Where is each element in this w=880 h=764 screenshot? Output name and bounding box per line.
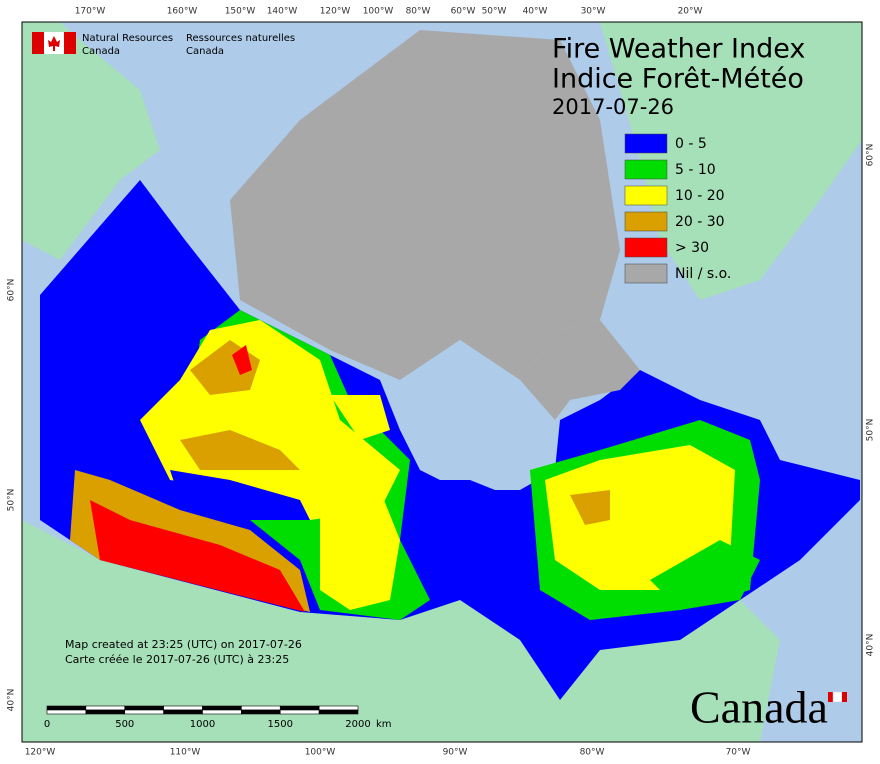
fire-zones — [40, 180, 860, 700]
legend-label: Nil / s.o. — [675, 266, 731, 282]
agency-fr: Canada — [186, 46, 224, 57]
agency-en: Natural Resources — [82, 33, 173, 44]
longitude-label: 150°W — [225, 7, 256, 17]
legend-swatch — [624, 159, 668, 180]
scale-segment — [46, 709, 87, 715]
fire-zone — [790, 480, 850, 520]
scale-segment — [241, 709, 281, 715]
scale-segment — [279, 705, 320, 711]
latitude-label: 40°N — [866, 634, 876, 657]
longitude-label: 100°W — [363, 7, 394, 17]
credit: Map created at 23:25 (UTC) on 2017-07-26 — [65, 638, 302, 651]
agency-fr: Ressources naturelles — [186, 33, 295, 44]
legend-label: 20 - 30 — [675, 214, 725, 230]
latitude-label: 50°N — [7, 489, 17, 512]
scale-label: 0 — [44, 719, 50, 730]
legend-label: 0 - 5 — [675, 136, 707, 152]
scale-label: 1500 — [268, 719, 293, 730]
flag-bar — [828, 692, 833, 702]
fire-zone — [570, 490, 610, 525]
legend-swatch — [624, 211, 668, 232]
scale-segment — [241, 705, 281, 711]
legend-label: 5 - 10 — [675, 162, 716, 178]
map-frame — [21, 21, 863, 743]
latitude-label: 60°N — [7, 279, 17, 302]
scale-segment — [85, 709, 126, 715]
scale-segment — [318, 709, 359, 715]
baffin-island — [520, 320, 640, 420]
scale-segment — [124, 705, 164, 711]
flag-bar — [64, 32, 76, 54]
hudson-bay — [400, 340, 545, 480]
latitude-label: 60°N — [866, 144, 876, 167]
longitude-label: 170°W — [75, 7, 106, 17]
legend-swatch — [624, 237, 668, 258]
scale-segment — [202, 705, 242, 711]
credit: Carte créée le 2017-07-26 (UTC) à 23:25 — [65, 653, 289, 666]
longitude-label: 110°W — [170, 748, 201, 758]
scale-segment — [318, 705, 359, 711]
longitude-label: 60°W — [451, 7, 476, 17]
flag-bar — [842, 692, 847, 702]
scale-segment — [202, 709, 242, 715]
fire-zone — [545, 445, 735, 590]
united-states — [22, 520, 780, 742]
fire-zone — [232, 345, 252, 375]
scale-label: 2000 — [345, 719, 370, 730]
longitude-label: 140°W — [267, 7, 298, 17]
title-fr: Indice Forêt-Météo — [552, 64, 804, 95]
longitude-label: 30°W — [581, 7, 606, 17]
scale-bar: 0 500 1000 1500 2000 km — [44, 705, 392, 730]
fire-zone — [320, 490, 400, 610]
longitude-label: 70°W — [726, 748, 751, 758]
legend-swatch — [624, 263, 668, 284]
maple-leaf — [48, 36, 60, 51]
scale-segment — [279, 709, 320, 715]
scale-segment — [46, 705, 87, 711]
fire-zone — [330, 395, 390, 440]
fire-zone — [410, 480, 520, 600]
wordmark: Canada — [690, 682, 847, 733]
map-date: 2017-07-26 — [552, 95, 674, 119]
legend: 0 - 5 5 - 10 10 - 20 20 - 30 > 30 Nil / s.o. — [624, 133, 731, 284]
longitude-label: 80°W — [406, 7, 431, 17]
alaska — [22, 22, 160, 260]
longitude-label: 160°W — [167, 7, 198, 17]
scale-label: 500 — [115, 719, 134, 730]
legend-label: 10 - 20 — [675, 188, 725, 204]
canada-wordmark: Canada — [690, 682, 828, 733]
scale-segment — [163, 709, 203, 715]
scale-segment — [163, 705, 203, 711]
longitude-label: 100°W — [305, 748, 336, 758]
legend-label: > 30 — [675, 240, 709, 256]
legend-swatch — [624, 133, 668, 154]
title-en: Fire Weather Index — [552, 34, 805, 65]
agency-en: Canada — [82, 46, 120, 57]
flag-field — [832, 691, 843, 703]
fire-zone — [180, 430, 300, 470]
latitude-label: 40°N — [7, 689, 17, 712]
latitude-label: 50°N — [866, 419, 876, 442]
longitude-label: 40°W — [523, 7, 548, 17]
scale-segment — [85, 705, 126, 711]
coordinates: 170°W 160°W 150°W 140°W 120°W 100°W 80°W 60°W 50… — [7, 7, 876, 758]
longitude-label: 90°W — [443, 748, 468, 758]
fire-zone — [170, 470, 310, 520]
fire-zone — [90, 500, 305, 612]
scale-segment — [124, 709, 164, 715]
longitude-label: 50°W — [482, 7, 507, 17]
longitude-label: 80°W — [580, 748, 605, 758]
arctic-islands — [230, 30, 620, 380]
legend-swatch — [624, 185, 668, 206]
longitude-label: 120°W — [25, 748, 56, 758]
header: Natural Resources Canada Ressources natu… — [32, 32, 295, 57]
scale-label: 1000 — [190, 719, 215, 730]
fire-zone — [650, 540, 760, 610]
scale-unit: km — [376, 719, 392, 730]
longitude-label: 120°W — [320, 7, 351, 17]
flag-bar — [32, 32, 44, 54]
longitude-label: 20°W — [678, 7, 703, 17]
